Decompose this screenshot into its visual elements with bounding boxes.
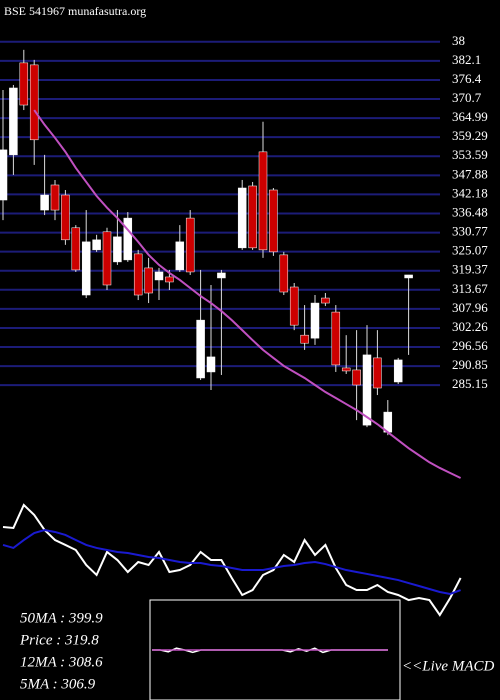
y-tick-label: 376.4 [452,71,482,86]
candle-body [113,236,122,263]
y-tick-label: 359.29 [452,128,488,143]
candle-body [154,271,164,281]
candle-body [341,367,351,372]
candle-body [258,151,268,251]
indicator-line [2,503,462,617]
candle-body [19,62,29,106]
y-tick-label: 382.1 [452,52,481,67]
candle-body [321,297,330,304]
candle-body [300,334,309,344]
y-tick-label: 313.67 [452,281,488,296]
candle-body [404,274,413,279]
indicator-line [2,528,461,595]
candle-body [289,286,299,326]
y-tick-label: 307.96 [452,300,488,315]
y-tick-label: 370.7 [452,90,482,105]
candle-body [123,217,133,261]
candle-body [40,194,49,211]
y-tick-label: 347.88 [452,166,488,181]
y-tick-label: 325.07 [452,243,488,258]
candle-body [9,87,18,156]
marks [0,49,462,617]
candle-body [310,302,320,339]
y-tick-label: 330.77 [452,224,488,239]
candle-body [279,254,289,293]
candle-body [165,276,174,283]
y-tick-label: 342.18 [452,185,488,200]
candle-body [206,356,216,373]
candle-body [144,267,153,294]
candle-body [217,272,226,279]
candle-body [61,194,70,241]
stat-label: 12MA : 308.6 [20,654,103,670]
candle-body [373,357,382,389]
candle-body [71,227,81,271]
y-tick-label: 319.37 [452,262,488,277]
candle-body [237,187,247,249]
chart-title: BSE 541967 munafasutra.org [4,4,146,18]
macd-lines [152,647,388,654]
candle-body [50,184,60,211]
candle-body [29,64,39,141]
y-tick-label: 38 [452,33,465,48]
moving-average [33,109,462,479]
candle-body [196,319,205,379]
candle-body [175,241,185,271]
y-tick-label: 364.99 [452,109,488,124]
candle-body [393,359,403,383]
candle-body [331,311,341,366]
y-tick-label: 285.15 [452,376,488,391]
candle-body [185,217,195,273]
y-tick-label: 302.26 [452,319,488,334]
candle-body [269,189,278,253]
y-tick-label: 353.59 [452,147,488,162]
candle-body [133,253,143,296]
y-tick-label: 336.48 [452,204,488,219]
stat-label: 50MA : 399.9 [20,610,103,626]
candle-body [362,354,372,426]
candle-body [92,239,101,251]
candle-body [0,149,8,201]
candle-body [102,231,112,286]
y-tick-label: 290.85 [452,357,488,372]
candle-body [81,241,91,296]
stat-label: 5MA : 306.9 [20,676,96,692]
macd-label: <<Live MACD [402,658,494,674]
candle-body [352,369,361,386]
y-tick-label: 296.56 [452,338,488,353]
candle-body [248,185,257,249]
stat-label: Price : 319.8 [19,632,99,648]
